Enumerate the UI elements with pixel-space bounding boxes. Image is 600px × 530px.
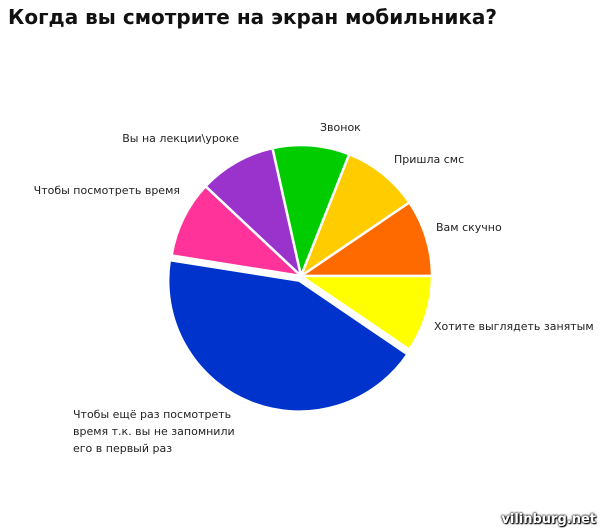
slice-label-again: Чтобы ещё раз посмотреть время т.к. вы не… [73, 408, 235, 455]
pie-slice-lecture [204, 146, 303, 278]
watermark: vilinburg.net [501, 512, 596, 527]
slice-label-lecture: Вы на лекции\уроке [122, 132, 239, 145]
slice-label-sms: Пришла смс [394, 153, 464, 166]
pie-slice-time [170, 185, 303, 278]
pie-slice-sms [299, 152, 411, 278]
slice-label-time: Чтобы посмотреть время [34, 184, 180, 197]
chart-title: Когда вы смотрите на экран мобильника? [8, 5, 498, 29]
slice-label-call: Звонок [320, 121, 361, 134]
pie-slice-again [166, 258, 409, 413]
pie-slice-busy [299, 274, 434, 351]
pie-slice-call [271, 143, 351, 278]
slice-label-bored: Вам скучно [436, 221, 502, 234]
pie-slice-bored [299, 201, 434, 278]
slice-label-busy: Хотите выглядеть занятым [434, 320, 594, 333]
